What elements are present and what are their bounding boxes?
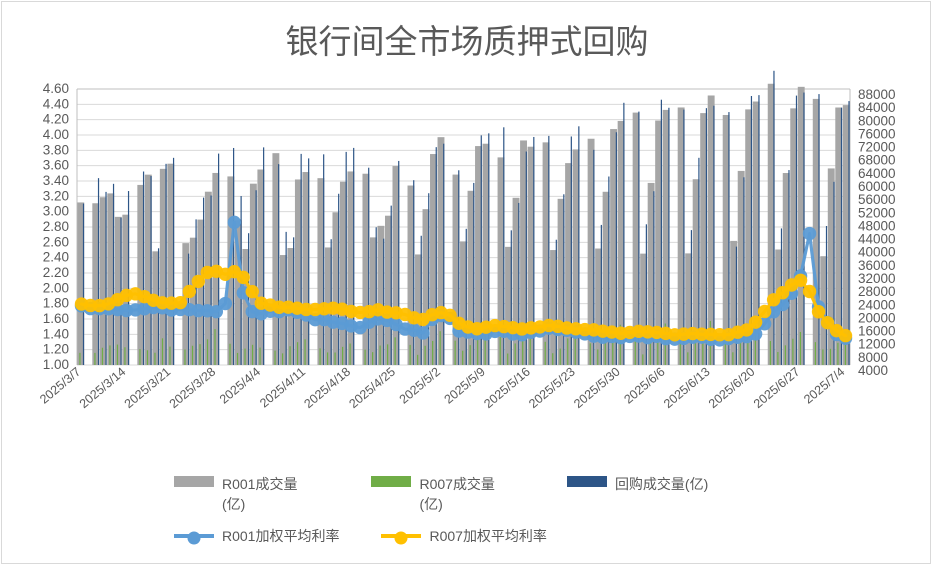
svg-text:1.00: 1.00 xyxy=(43,357,69,372)
svg-text:2025/6/27: 2025/6/27 xyxy=(751,365,803,412)
svg-text:2.00: 2.00 xyxy=(43,280,69,295)
svg-text:4000: 4000 xyxy=(858,363,888,378)
svg-text:4.20: 4.20 xyxy=(43,112,69,127)
svg-text:3.60: 3.60 xyxy=(43,158,69,173)
svg-text:1.20: 1.20 xyxy=(43,342,69,357)
svg-text:1.60: 1.60 xyxy=(43,311,69,326)
svg-text:2.60: 2.60 xyxy=(43,234,69,249)
svg-text:2025/5/16: 2025/5/16 xyxy=(481,365,533,412)
svg-text:2025/3/14: 2025/3/14 xyxy=(77,365,129,412)
svg-text:2025/4/18: 2025/4/18 xyxy=(301,365,353,412)
svg-text:4.40: 4.40 xyxy=(43,96,69,111)
svg-text:3.20: 3.20 xyxy=(43,188,69,203)
svg-text:2.80: 2.80 xyxy=(43,219,69,234)
svg-text:2025/3/21: 2025/3/21 xyxy=(122,365,174,412)
svg-text:3.40: 3.40 xyxy=(43,173,69,188)
svg-text:2.40: 2.40 xyxy=(43,250,69,265)
svg-text:4.00: 4.00 xyxy=(43,127,69,142)
svg-text:2.20: 2.20 xyxy=(43,265,69,280)
svg-text:2025/4/11: 2025/4/11 xyxy=(257,365,308,411)
svg-text:2025/7/4: 2025/7/4 xyxy=(801,365,847,407)
svg-text:2025/5/2: 2025/5/2 xyxy=(397,365,443,407)
svg-text:1.80: 1.80 xyxy=(43,296,69,311)
svg-text:1.40: 1.40 xyxy=(43,326,69,341)
svg-text:2025/6/13: 2025/6/13 xyxy=(661,365,713,412)
svg-text:2025/4/25: 2025/4/25 xyxy=(346,365,398,412)
svg-text:4.60: 4.60 xyxy=(43,81,69,96)
svg-text:2025/6/20: 2025/6/20 xyxy=(706,365,758,412)
svg-text:2025/5/30: 2025/5/30 xyxy=(571,365,623,412)
svg-text:3.80: 3.80 xyxy=(43,142,69,157)
svg-text:2025/3/28: 2025/3/28 xyxy=(167,365,219,412)
svg-text:2025/5/23: 2025/5/23 xyxy=(526,365,578,412)
svg-text:2025/4/4: 2025/4/4 xyxy=(217,365,263,407)
svg-text:3.00: 3.00 xyxy=(43,204,69,219)
